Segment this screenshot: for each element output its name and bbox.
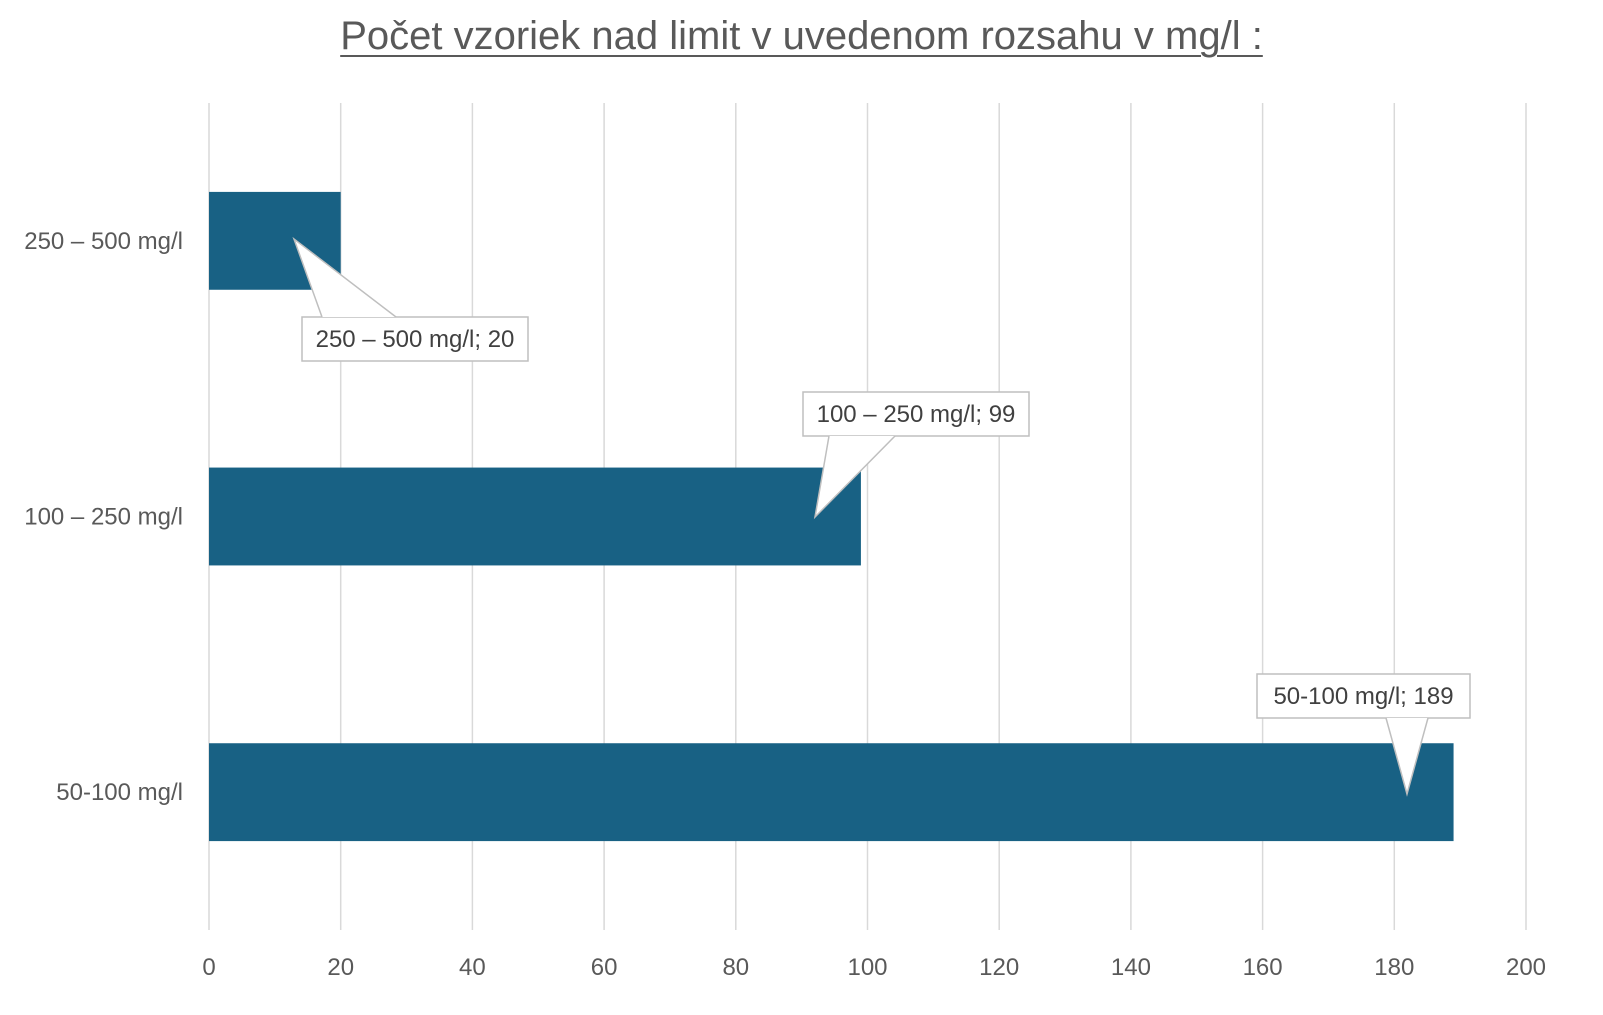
x-tick-label: 140 (1111, 954, 1151, 981)
x-tick-label: 40 (459, 954, 486, 981)
bars (209, 191, 1454, 842)
data-label: 50-100 mg/l; 189 (1273, 683, 1453, 710)
category-label: 50-100 mg/l (56, 779, 183, 806)
callout-pointer (292, 236, 397, 318)
data-label-callout: 250 – 500 mg/l; 20 (292, 236, 529, 362)
data-label: 100 – 250 mg/l; 99 (817, 401, 1016, 428)
x-tick-label: 120 (979, 954, 1019, 981)
data-label-callouts: 250 – 500 mg/l; 20 100 – 250 mg/l; 99 50-1… (292, 236, 1471, 797)
chart-title: Počet vzoriek nad limit v uvedenom rozsa… (340, 14, 1263, 58)
callout-box (1256, 673, 1471, 719)
x-tick-labels: 0 20 40 60 80 100 120 140 160 180 200 (202, 954, 1546, 981)
data-label-callout: 100 – 250 mg/l; 99 (802, 391, 1030, 520)
x-tick-label: 0 (202, 954, 215, 981)
callout-pointer (813, 435, 896, 520)
bar (209, 743, 1454, 842)
x-tick-label: 200 (1506, 954, 1546, 981)
category-label: 250 – 500 mg/l (24, 228, 183, 255)
x-tick-label: 20 (327, 954, 354, 981)
callout-box (301, 316, 529, 362)
bar (209, 467, 861, 566)
callout-pointer (1385, 717, 1429, 797)
callout-pointer-fill (1386, 718, 1428, 794)
data-label: 250 – 500 mg/l; 20 (316, 326, 515, 353)
x-tick-label: 160 (1243, 954, 1283, 981)
x-tick-label: 80 (722, 954, 749, 981)
callout-box (802, 391, 1030, 437)
x-tick-label: 60 (591, 954, 618, 981)
x-tick-label: 180 (1374, 954, 1414, 981)
x-tick-label: 100 (847, 954, 887, 981)
category-label: 100 – 250 mg/l (24, 504, 183, 531)
category-labels: 250 – 500 mg/l 100 – 250 mg/l 50-100 mg/l (24, 228, 183, 806)
data-label-callout: 50-100 mg/l; 189 (1256, 673, 1471, 797)
